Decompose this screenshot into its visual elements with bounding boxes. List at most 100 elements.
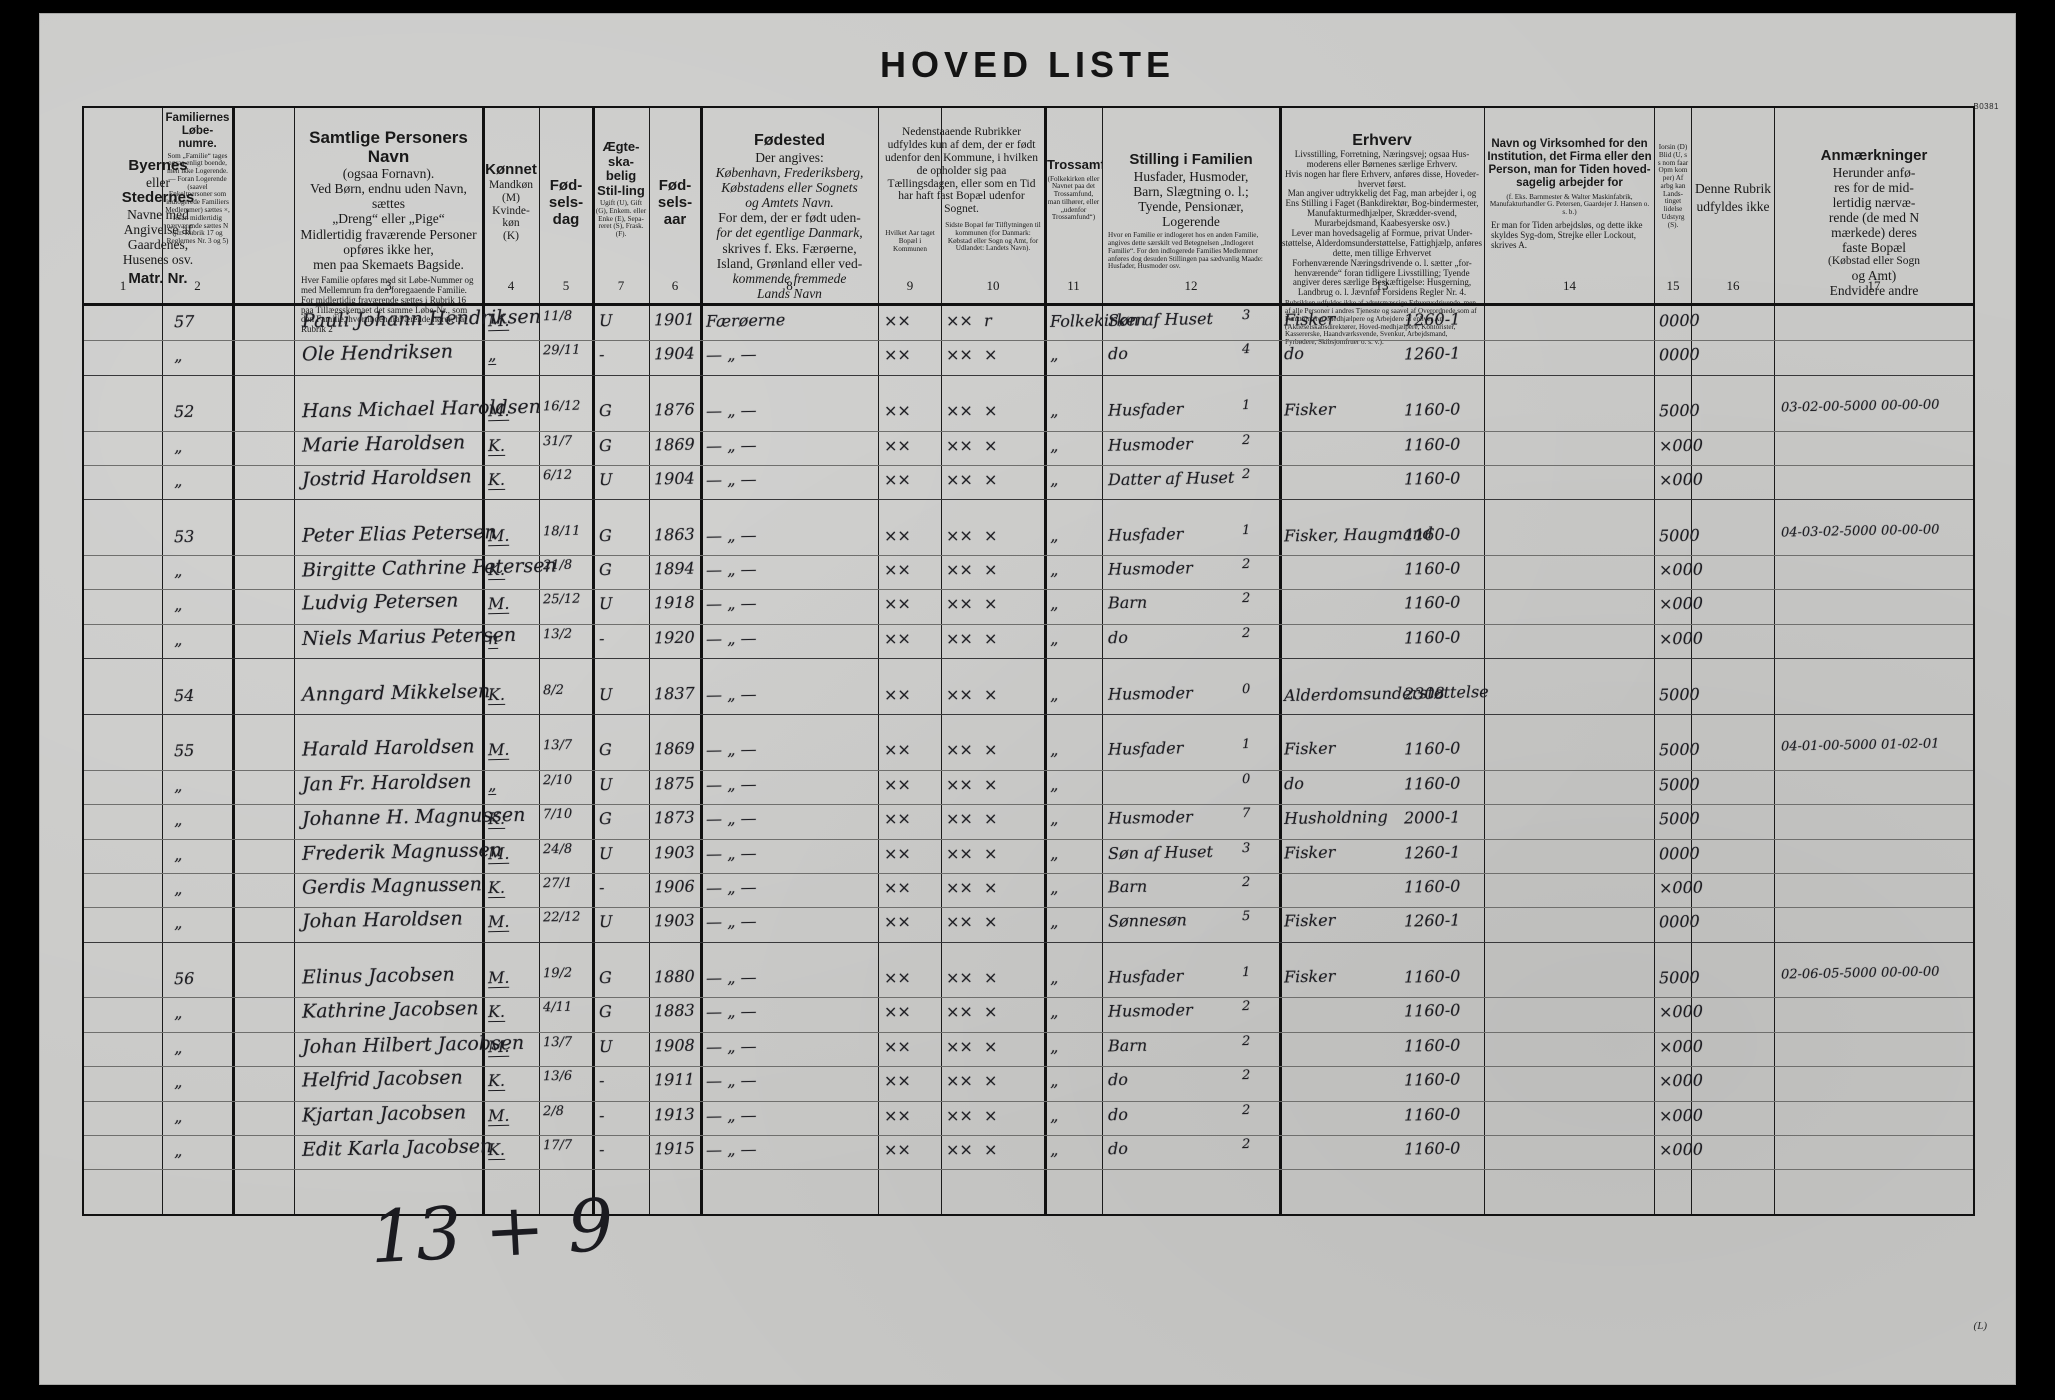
cell-faith: „ (1049, 1071, 1059, 1091)
cell-r9b: ×× (945, 967, 973, 988)
cell-r15: ×000 (1658, 469, 1704, 490)
cell-r15: ×000 (1658, 628, 1704, 649)
cell-marital: - (598, 628, 605, 648)
col-rule (1654, 108, 1655, 1214)
cell-marital: U (598, 310, 613, 331)
cell-byear: 1906 (653, 876, 695, 897)
cell-marital: G (598, 435, 612, 455)
cell-faith: „ (1049, 559, 1059, 580)
margin-annotation: 13 + 9 (367, 1182, 616, 1280)
cell-name: Niels Marius Petersen (301, 623, 517, 650)
cell-byear: 1873 (653, 807, 695, 828)
cell-bday: 21/8 (542, 557, 573, 574)
hdr-13-title: Erhverv (1352, 132, 1412, 149)
cell-code: 1160-0 (1403, 1069, 1461, 1090)
cell-r9: ×× (883, 967, 911, 988)
cell-code: 1160-0 (1403, 1104, 1461, 1125)
colnum-3: 3 (385, 278, 392, 293)
cell-family: do (1107, 1070, 1129, 1090)
cell-code: 1160-0 (1403, 433, 1461, 455)
cell-r15: ×000 (1658, 559, 1704, 580)
cell-notes: 03-02-00-5000 00-00-00 (1780, 397, 1940, 416)
hdr-8-l3: og Amtets Navn. (745, 195, 834, 211)
cell-bday: 2/8 (542, 1103, 565, 1119)
hdr-4-l0: Mandkøn (488, 178, 534, 191)
cell-fam_no: 1 (1241, 522, 1251, 538)
cell-bday: 29/11 (542, 343, 581, 359)
cell-r15: ×000 (1658, 1139, 1704, 1160)
cell-bday: 25/12 (542, 592, 581, 608)
cell-byear: 1904 (653, 344, 695, 364)
cell-r9b: ×× (945, 843, 973, 863)
col-rule (1691, 108, 1692, 1214)
cell-birthplace: — „ — (705, 808, 757, 829)
cell-fam_no: 3 (1241, 307, 1251, 324)
cell-job: do (1283, 773, 1305, 793)
cell-fam_no: 2 (1241, 591, 1251, 607)
cell-marital: G (598, 740, 612, 760)
cell-byear: 1913 (653, 1104, 695, 1125)
cell-faith: „ (1049, 1105, 1059, 1125)
cell-r10: × (983, 843, 998, 863)
cell-r9: ×× (883, 594, 911, 614)
cell-faith: „ (1049, 843, 1059, 863)
cell-faith: „ (1049, 435, 1059, 455)
cell-fam: „ (173, 878, 183, 898)
colnum-14: 14 (1563, 278, 1576, 293)
colnum-8: 8 (786, 278, 793, 293)
cell-fam_no: 2 (1241, 1102, 1251, 1118)
cell-family: do (1107, 627, 1129, 648)
cell-marital: U (598, 1036, 613, 1056)
cell-notes: 02-06-05-5000 00-00-00 (1780, 964, 1940, 983)
cell-name: Frederik Magnussen (301, 838, 503, 865)
cell-marital: - (598, 345, 605, 365)
cell-r9b: ×× (945, 1105, 973, 1125)
col-rule (700, 108, 703, 1214)
cell-code: 1160-0 (1403, 399, 1461, 420)
page-title: HOVED LISTE (879, 44, 1176, 85)
cell-r10: × (983, 1071, 998, 1091)
cell-bday: 22/12 (542, 909, 581, 926)
cell-byear: 1915 (653, 1138, 695, 1159)
hdr-17-l4: mærkede) deres (1831, 225, 1917, 241)
cell-r9b: ×× (945, 877, 973, 898)
row-rule (84, 1066, 1973, 1068)
cell-marital: G (598, 559, 612, 580)
colnum-4: 4 (507, 278, 515, 293)
cell-birthplace: — „ — (705, 525, 757, 546)
cell-code: 1260-1 (1403, 841, 1461, 863)
hdr-8-l1: København, Frederiksberg, (715, 165, 864, 181)
cell-fam: 55 (173, 741, 195, 761)
colnum-2: 2 (194, 278, 201, 293)
hdr-13-l1: Hvis nogen har flere Erhverv, anføres di… (1284, 168, 1480, 189)
cell-birthplace: — „ — (705, 469, 757, 490)
cell-family: Søn af Huset (1107, 841, 1214, 863)
hdr-3-l3: Midlertidig fraværende Personer opføres … (300, 226, 477, 257)
cell-code: 1160-0 (1403, 524, 1461, 545)
colnum-16: 16 (1726, 278, 1740, 293)
cell-fam: 56 (173, 968, 195, 989)
cell-name: Kjartan Jacobsen (301, 1101, 467, 1127)
hdr-3-l4: men paa Skemaets Bagside. (313, 256, 464, 272)
colnum-7: 7 (617, 278, 625, 293)
cell-code: 1260-1 (1403, 309, 1461, 330)
cell-fam_no: 1 (1241, 398, 1251, 414)
col-rule (1774, 108, 1775, 1214)
cell-faith: „ (1049, 967, 1059, 988)
cell-fam_no: 5 (1241, 909, 1251, 925)
cell-faith: „ (1049, 469, 1059, 489)
cell-name: Jan Fr. Haroldsen (301, 770, 472, 796)
cell-byear: 1837 (653, 683, 695, 703)
cell-birthplace: Færøerne (705, 310, 786, 331)
cell-byear: 1883 (653, 1001, 695, 1021)
hdr-11-fine: (Folkekirken eller Navnet paa det Trossa… (1047, 174, 1100, 222)
cell-fam: 53 (173, 526, 195, 546)
hdr-17-title: Anmærkninger (1820, 147, 1928, 164)
cell-marital: G (598, 525, 612, 545)
cell-code: 1160-0 (1403, 558, 1461, 579)
cell-notes: 04-03-02-5000 00-00-00 (1780, 522, 1940, 541)
cell-sex: M. (487, 400, 510, 422)
cell-fam: „ (173, 1072, 183, 1092)
cell-byear: 1894 (653, 558, 695, 579)
cell-family: Husmoder (1107, 682, 1193, 704)
